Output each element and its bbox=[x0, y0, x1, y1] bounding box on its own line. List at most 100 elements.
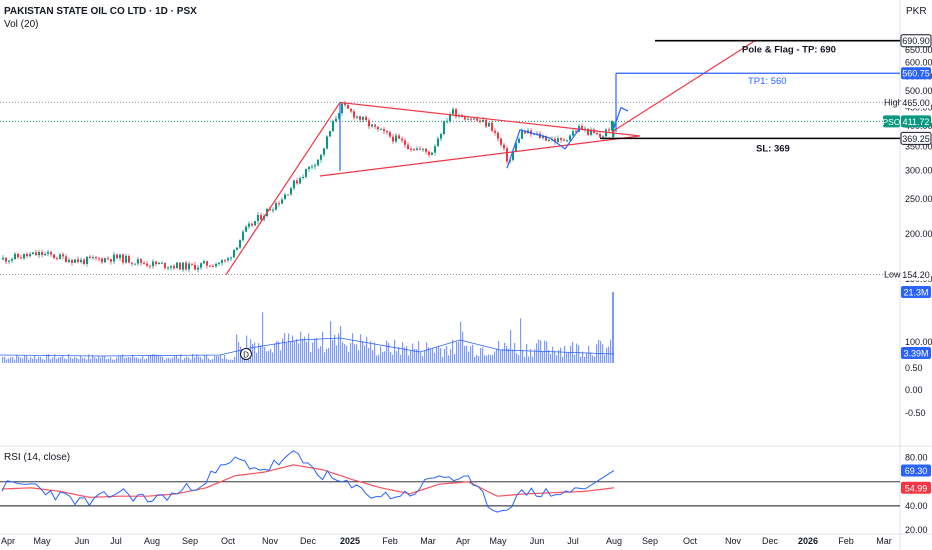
candle-body bbox=[428, 151, 430, 156]
volume-bar bbox=[410, 350, 412, 363]
volume-bar bbox=[216, 355, 218, 363]
volume-bar bbox=[474, 356, 476, 363]
volume-tick-label: 0.50 bbox=[905, 363, 923, 373]
volume-bar bbox=[308, 333, 310, 363]
volume-bar bbox=[180, 354, 182, 363]
volume-bar bbox=[10, 357, 12, 363]
volume-bar bbox=[364, 345, 366, 363]
volume-bar bbox=[26, 356, 28, 363]
volume-bar bbox=[148, 355, 150, 363]
time-tick-label: Oct bbox=[683, 536, 698, 546]
candle-body bbox=[518, 138, 520, 143]
volume-bar bbox=[546, 341, 548, 363]
volume-bar bbox=[420, 352, 422, 363]
volume-bar bbox=[64, 358, 66, 363]
volume-bar bbox=[252, 344, 254, 363]
candle-body bbox=[71, 260, 73, 263]
rsi-tick-label: 40.00 bbox=[905, 501, 928, 511]
candle-body bbox=[440, 134, 442, 139]
volume-bar bbox=[322, 331, 324, 363]
tp-flag-price-tag-bg bbox=[900, 34, 932, 48]
volume-bar bbox=[612, 292, 614, 363]
volume-bar bbox=[578, 345, 580, 363]
candle-body bbox=[359, 116, 361, 120]
candle-body bbox=[167, 267, 169, 269]
volume-bar bbox=[264, 347, 266, 363]
candle-body bbox=[380, 129, 382, 131]
candle-body bbox=[452, 109, 454, 115]
volume-bar bbox=[50, 359, 52, 363]
volume-bar bbox=[116, 357, 118, 363]
volume-bar bbox=[550, 353, 552, 363]
time-tick-label: Mar bbox=[876, 536, 892, 546]
volume-bar bbox=[68, 354, 70, 363]
volume-bar bbox=[176, 355, 178, 363]
volume-bar bbox=[128, 357, 130, 363]
price-tick-label: 300.00 bbox=[905, 166, 932, 176]
volume-bar bbox=[466, 345, 468, 363]
volume-bar bbox=[574, 354, 576, 363]
volume-bar bbox=[18, 356, 20, 363]
volume-bar bbox=[508, 348, 510, 363]
volume-bar bbox=[358, 350, 360, 363]
candle-body bbox=[65, 256, 67, 263]
volume-bar bbox=[580, 356, 582, 363]
volume-bar bbox=[202, 359, 204, 363]
volume-bar bbox=[454, 353, 456, 363]
volume-bar bbox=[408, 355, 410, 363]
volume-bar bbox=[426, 342, 428, 363]
tp-flag-price-tag: 690.90 bbox=[902, 36, 930, 46]
candle-body bbox=[158, 262, 160, 265]
candle-body bbox=[308, 166, 310, 170]
volume-bar bbox=[152, 354, 154, 363]
candle-body bbox=[185, 262, 187, 270]
volume-bar bbox=[60, 356, 62, 363]
candle-body bbox=[242, 231, 244, 241]
rsi-tick-label: 80.00 bbox=[905, 453, 928, 463]
candle-body bbox=[251, 223, 253, 226]
candle-body bbox=[485, 119, 487, 127]
candle-body bbox=[203, 261, 205, 264]
candle-body bbox=[245, 226, 247, 232]
volume-bar bbox=[354, 344, 356, 363]
volume-bar bbox=[430, 348, 432, 363]
volume-bar bbox=[266, 351, 268, 363]
candle-body bbox=[101, 258, 103, 263]
tp1-annotation: TP1: 560 bbox=[748, 76, 787, 87]
volume-bar bbox=[62, 355, 64, 363]
volume-bar bbox=[512, 349, 514, 363]
rsi-tick-label: 20.00 bbox=[905, 525, 928, 535]
candle-body bbox=[338, 113, 340, 119]
volume-bar bbox=[84, 357, 86, 363]
candle-body bbox=[173, 266, 175, 269]
volume-bar bbox=[344, 344, 346, 363]
volume-bar bbox=[224, 355, 226, 363]
volume-bar bbox=[372, 350, 374, 363]
volume-bar bbox=[388, 342, 390, 363]
volume-bar bbox=[356, 344, 358, 363]
volume-bar bbox=[554, 350, 556, 363]
sl-price-tag-bg bbox=[900, 131, 932, 145]
price-tick-label: 350.00 bbox=[905, 142, 932, 152]
volume-bar bbox=[178, 358, 180, 363]
volume-bar bbox=[86, 359, 88, 363]
candle-body bbox=[479, 120, 481, 123]
volume-tick-label: 0.00 bbox=[905, 385, 923, 395]
candle-body bbox=[134, 263, 136, 265]
candle-body bbox=[569, 135, 571, 141]
candle-body bbox=[341, 103, 343, 114]
volume-bar bbox=[28, 359, 30, 363]
candle-body bbox=[482, 119, 484, 123]
volume-bar bbox=[276, 341, 278, 363]
volume-bar bbox=[458, 341, 460, 363]
candle-body bbox=[605, 129, 607, 137]
volume-bar bbox=[424, 350, 426, 363]
candle-body bbox=[92, 257, 94, 259]
volume-bar bbox=[158, 355, 160, 363]
candle-body bbox=[5, 257, 7, 262]
volume-bar bbox=[76, 358, 78, 363]
wave-path bbox=[506, 127, 581, 169]
triangle-flag bbox=[319, 101, 641, 177]
candle-body bbox=[236, 247, 238, 250]
